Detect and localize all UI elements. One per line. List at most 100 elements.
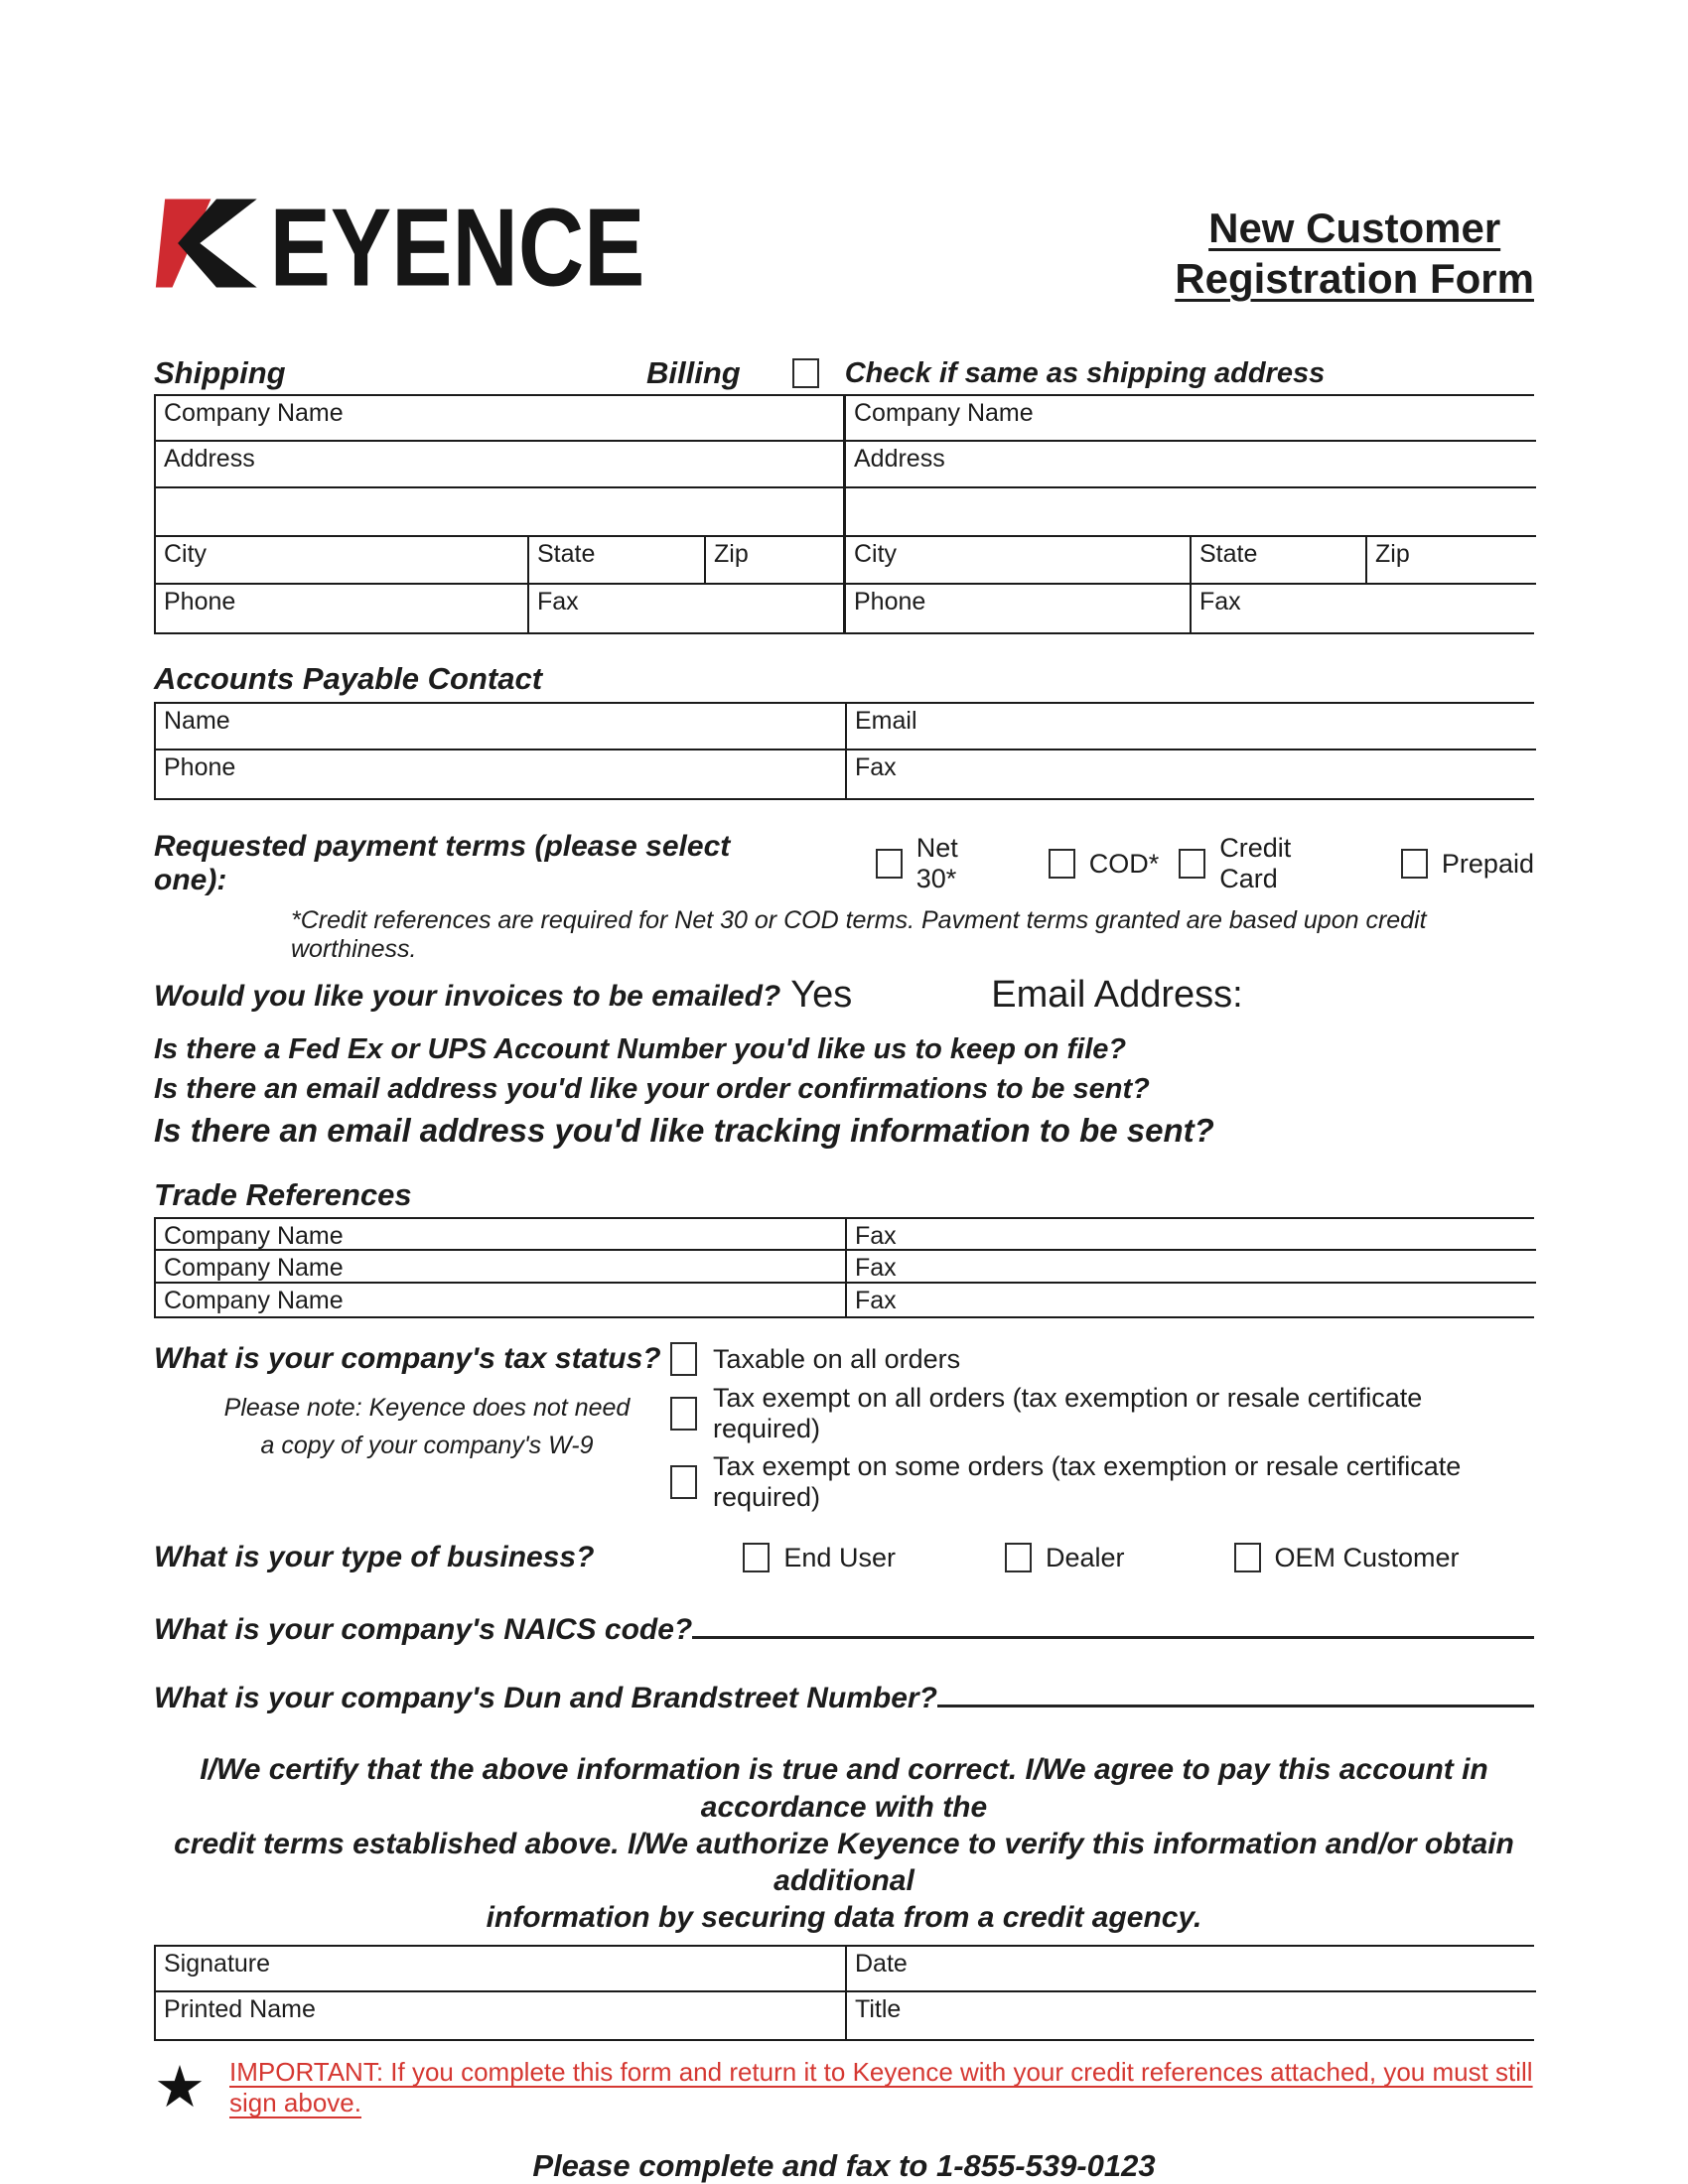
billing-zip-field[interactable]: Zip [1367, 537, 1536, 586]
trade-ref-1-fax-field[interactable]: Fax [847, 1219, 1536, 1252]
tax-status-block: What is your company's tax status? Pleas… [154, 1342, 1534, 1513]
payment-terms-label: Requested payment terms (please select o… [154, 830, 731, 897]
tax-status-note-line1: Please note: Keyence does not need [223, 1394, 631, 1423]
signature-table: Signature Date Printed Name Title [154, 1945, 1536, 2042]
form-title: New Customer Registration Form [1175, 203, 1534, 304]
cod-label: COD* [1088, 848, 1160, 879]
business-type-question: What is your type of business? [154, 1541, 595, 1574]
cod-checkbox[interactable] [1048, 849, 1075, 880]
prepaid-label: Prepaid [1441, 848, 1534, 879]
end-user-label: End User [783, 1542, 896, 1572]
naics-input-line[interactable] [692, 1606, 1534, 1640]
ap-email-field[interactable]: Email [847, 704, 1536, 751]
signature-field[interactable]: Signature [156, 1947, 847, 1993]
billing-company-field[interactable]: Company Name [846, 396, 1536, 443]
fedex-ups-question: Is there a Fed Ex or UPS Account Number … [154, 1033, 1127, 1066]
billing-state-field[interactable]: State [1192, 537, 1367, 586]
net30-checkbox[interactable] [875, 849, 903, 880]
dealer-checkbox[interactable] [1004, 1543, 1032, 1573]
keyence-logo-k-chevron [178, 199, 257, 288]
net30-label: Net 30* [915, 833, 958, 894]
tax-status-question: What is your company's tax status? [154, 1342, 661, 1376]
duns-row: What is your company's Dun and Brandstre… [154, 1675, 1534, 1715]
shipping-address-field[interactable]: Address [156, 442, 846, 489]
naics-row: What is your company's NAICS code? [154, 1606, 1534, 1647]
payment-terms-row: Requested payment terms (please select o… [154, 830, 1534, 897]
tax-exempt-all-orders-checkbox[interactable] [670, 1397, 697, 1432]
billing-address-field[interactable]: Address [846, 442, 1536, 489]
shipping-address2-field[interactable] [156, 488, 846, 538]
trade-ref-1-company-field[interactable]: Company Name [156, 1219, 847, 1252]
ap-name-field[interactable]: Name [156, 704, 847, 751]
form-footer: Please complete and fax to 1-855-539-012… [154, 2148, 1534, 2184]
naics-question: What is your company's NAICS code? [154, 1613, 693, 1647]
footer-fax-line: Please complete and fax to 1-855-539-012… [532, 2148, 1156, 2184]
tax-exempt-some-orders-checkbox[interactable] [670, 1465, 697, 1500]
billing-heading: Billing [646, 355, 741, 391]
tax-status-note: Please note: Keyence does not need a cop… [154, 1390, 670, 1464]
form-header: EYENCE New Customer Registration Form [154, 197, 1534, 304]
invoices-emailed-answer: Yes [790, 974, 853, 1017]
trade-references-table: Company Name Fax Company Name Fax Compan… [154, 1217, 1536, 1319]
taxable-all-orders-label: Taxable on all orders [713, 1343, 961, 1374]
credit-card-checkbox[interactable] [1179, 849, 1206, 880]
business-type-row: What is your type of business? End User … [154, 1541, 1534, 1574]
ap-phone-field[interactable]: Phone [156, 751, 847, 799]
shipping-city-field[interactable]: City [156, 537, 529, 586]
same-as-shipping-label: Check if same as shipping address [844, 356, 1326, 389]
shipping-fax-field[interactable]: Fax [529, 585, 846, 633]
billing-phone-field[interactable]: Phone [846, 585, 1192, 633]
form-title-line1: New Customer [1208, 205, 1501, 251]
same-as-shipping-checkbox[interactable] [791, 358, 819, 389]
trade-ref-3-fax-field[interactable]: Fax [847, 1284, 1536, 1317]
certification-line3: information by securing data from a cred… [486, 1901, 1202, 1935]
billing-fax-field[interactable]: Fax [1192, 585, 1536, 633]
shipping-state-field[interactable]: State [529, 537, 706, 586]
taxable-all-orders-checkbox[interactable] [670, 1342, 697, 1377]
star-icon: ★ [154, 2055, 206, 2120]
form-title-line2: Registration Form [1175, 255, 1534, 303]
duns-question: What is your company's Dun and Brandstre… [154, 1682, 937, 1715]
shipping-zip-field[interactable]: Zip [706, 537, 846, 586]
important-note-row: ★ IMPORTANT: If you complete this form a… [154, 2057, 1534, 2118]
trade-ref-2-fax-field[interactable]: Fax [847, 1251, 1536, 1285]
certification-line2: credit terms established above. I/We aut… [174, 1827, 1514, 1898]
keyence-logo-letters: EYENCE [270, 197, 645, 290]
tax-status-note-line2: a copy of your company's W-9 [260, 1431, 594, 1459]
credit-references-note: *Credit references are required for Net … [291, 906, 1427, 964]
certification-line1: I/We certify that the above information … [200, 1753, 1488, 1824]
invoices-email-address-label[interactable]: Email Address: [991, 974, 1243, 1017]
billing-address2-field[interactable] [846, 488, 1536, 538]
trade-ref-2-company-field[interactable]: Company Name [156, 1251, 847, 1285]
shipping-billing-table: Company Name Company Name Address Addres… [154, 394, 1536, 635]
trade-references-heading: Trade References [154, 1177, 412, 1213]
date-field[interactable]: Date [847, 1947, 1536, 1993]
prepaid-checkbox[interactable] [1400, 849, 1428, 880]
shipping-company-field[interactable]: Company Name [156, 396, 846, 443]
shipping-heading: Shipping [154, 355, 286, 391]
accounts-payable-heading: Accounts Payable Contact [154, 661, 543, 697]
invoices-emailed-question: Would you like your invoices to be email… [154, 980, 781, 1014]
order-confirmations-question: Is there an email address you'd like you… [154, 1073, 1150, 1106]
billing-city-field[interactable]: City [846, 537, 1192, 586]
dealer-label: Dealer [1045, 1542, 1125, 1572]
certification-statement: I/We certify that the above information … [154, 1751, 1534, 1936]
credit-card-label: Credit Card [1219, 833, 1292, 894]
accounts-payable-table: Name Email Phone Fax [154, 702, 1536, 801]
oem-customer-label: OEM Customer [1274, 1542, 1460, 1572]
title-field[interactable]: Title [847, 1992, 1536, 2040]
trade-ref-3-company-field[interactable]: Company Name [156, 1284, 847, 1317]
invoices-emailed-row: Would you like your invoices to be email… [154, 976, 1534, 1014]
keyence-logo: EYENCE [155, 197, 645, 290]
shipping-billing-heading-row: Shipping Billing Check if same as shippi… [154, 355, 1534, 391]
printed-name-field[interactable]: Printed Name [156, 1992, 847, 2040]
end-user-checkbox[interactable] [743, 1543, 771, 1573]
duns-input-line[interactable] [936, 1675, 1534, 1708]
shipping-phone-field[interactable]: Phone [156, 585, 529, 633]
oem-customer-checkbox[interactable] [1233, 1543, 1261, 1573]
tax-exempt-some-orders-label: Tax exempt on some orders (tax exemption… [713, 1451, 1462, 1513]
important-note-text: IMPORTANT: If you complete this form and… [229, 2057, 1533, 2118]
tracking-question: Is there an email address you'd like tra… [154, 1112, 1214, 1150]
ap-fax-field[interactable]: Fax [847, 751, 1536, 799]
